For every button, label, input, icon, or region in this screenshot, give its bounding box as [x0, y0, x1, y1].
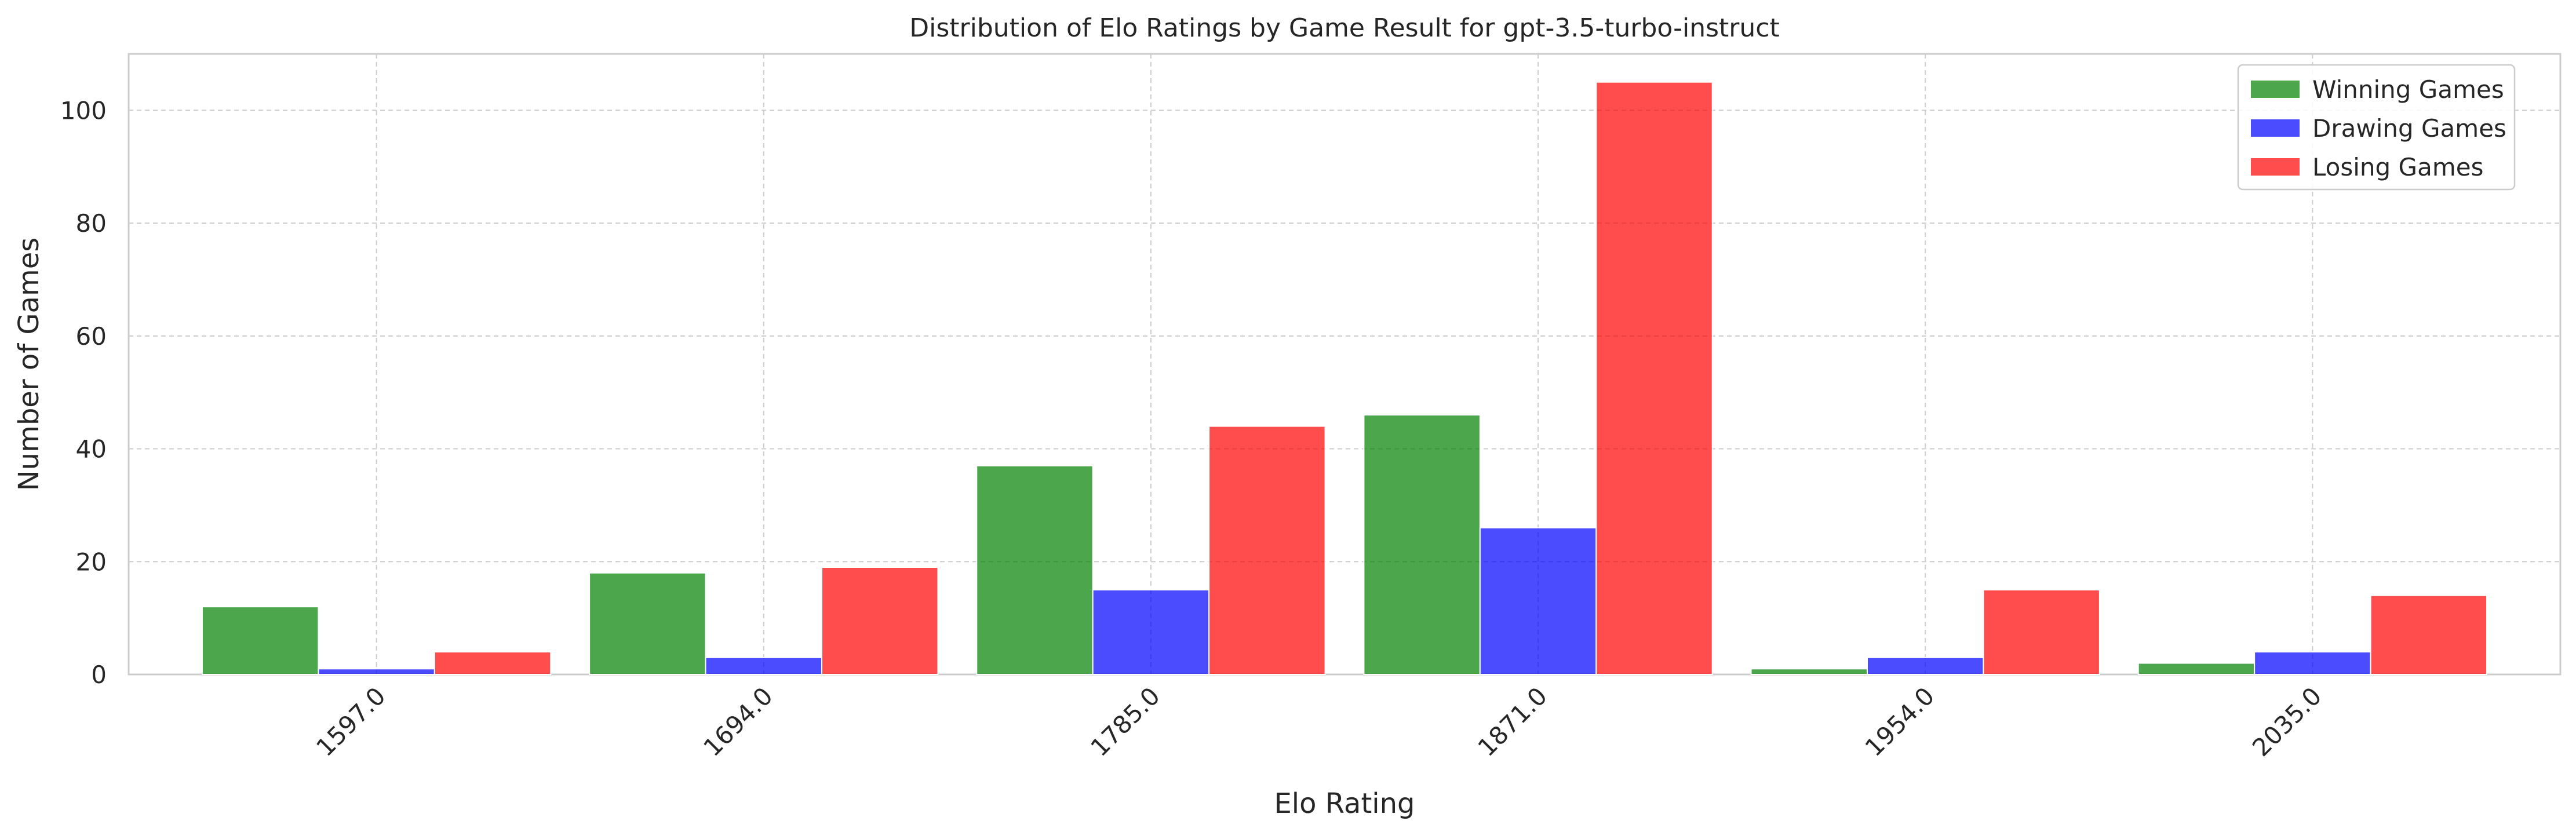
legend-swatch [2251, 81, 2300, 98]
bars [201, 81, 2488, 676]
bar-drawing-games [1867, 656, 1984, 675]
bar-losing-games [433, 651, 552, 676]
legend-box [2237, 64, 2516, 191]
bar-drawing-games [1092, 589, 1210, 675]
bar-winning-games [201, 606, 319, 676]
y-tick-label: 0 [91, 661, 107, 689]
bar-losing-games [1208, 425, 1326, 675]
y-tick-label: 100 [60, 96, 107, 125]
bar-winning-games [2137, 662, 2256, 675]
y-tick-label: 60 [76, 322, 107, 351]
bar-drawing-games [705, 656, 822, 675]
bar-drawing-games [318, 668, 435, 676]
grid-lines [129, 54, 2560, 674]
legend-entries: Winning Games Drawing Games Losing Games [2251, 75, 2506, 181]
x-tick-label: 1785.0 [1085, 681, 1165, 762]
legend-swatch [2251, 119, 2300, 137]
x-tick-label: 2035.0 [2247, 681, 2327, 762]
bar-winning-games [1750, 668, 1868, 676]
y-tick-label: 20 [76, 548, 107, 576]
legend: Winning Games Drawing Games Losing Games [2237, 64, 2516, 191]
chart-title: Distribution of Elo Ratings by Game Resu… [909, 13, 1779, 43]
legend-label: Drawing Games [2312, 114, 2506, 143]
bar-drawing-games [2254, 651, 2371, 676]
legend-label: Winning Games [2312, 75, 2504, 104]
bar-winning-games [976, 465, 1094, 675]
x-tick-label: 1597.0 [311, 681, 391, 762]
bar-winning-games [1363, 414, 1481, 675]
legend-label: Losing Games [2312, 153, 2483, 181]
x-axis-label: Elo Rating [1274, 787, 1415, 820]
bar-losing-games [1983, 589, 2100, 675]
bar-drawing-games [1479, 527, 1597, 676]
bar-winning-games [589, 572, 706, 676]
y-axis-label: Number of Games [13, 238, 45, 491]
plot-area [127, 53, 2562, 676]
x-tick-label: 1954.0 [1860, 681, 1940, 762]
x-tick-label: 1694.0 [698, 681, 778, 762]
y-tick-label: 40 [76, 435, 107, 464]
bar-losing-games [1595, 81, 1713, 675]
y-tick-label: 80 [76, 209, 107, 238]
bar-losing-games [2370, 594, 2488, 676]
legend-swatch [2251, 158, 2300, 176]
x-tick-label: 1871.0 [1473, 681, 1553, 762]
bar-losing-games [821, 567, 939, 675]
